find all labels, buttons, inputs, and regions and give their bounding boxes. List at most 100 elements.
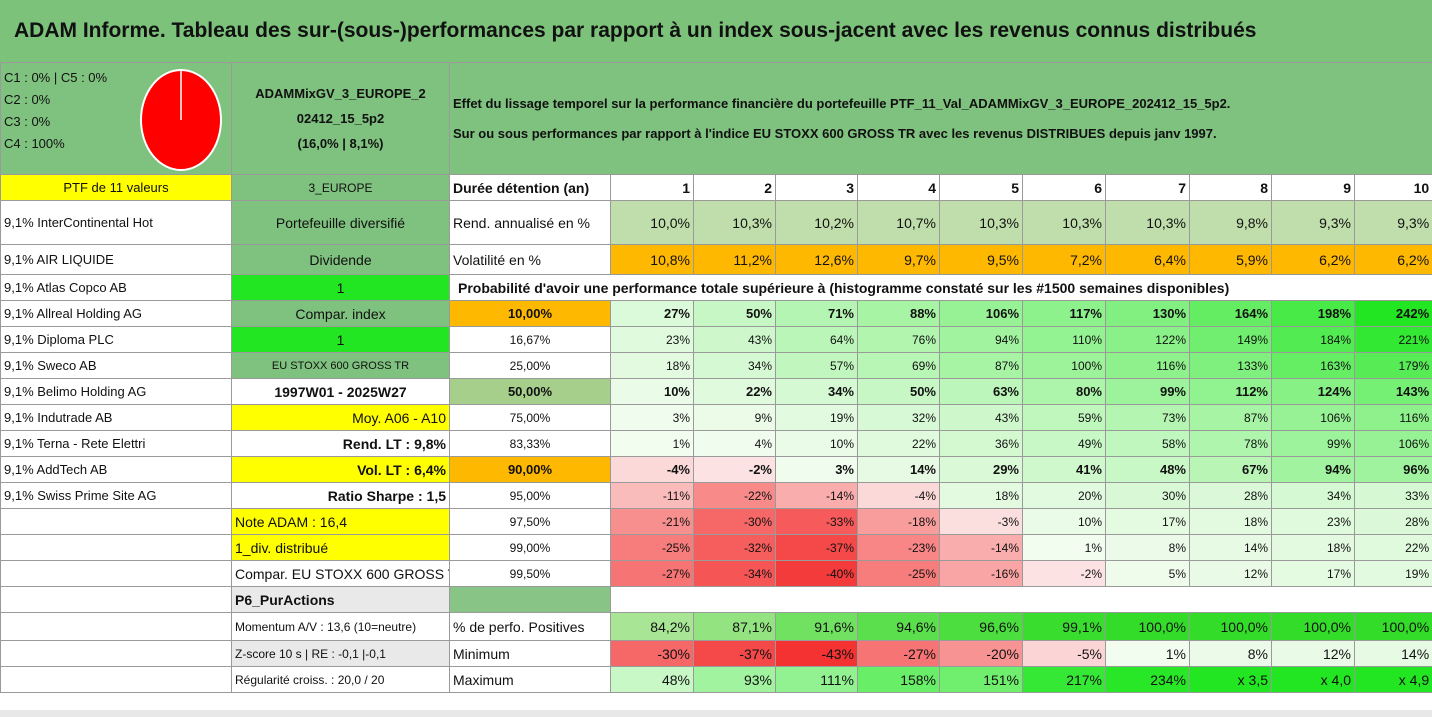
year-header-8: 8 (1189, 174, 1272, 201)
year-header-2: 2 (693, 174, 776, 201)
prob-value: 112% (1189, 378, 1272, 405)
positives-value: 100,0% (1353, 612, 1432, 641)
prob-value: -25% (610, 534, 694, 561)
prob-value: 19% (775, 404, 858, 431)
prob-value: 32% (857, 404, 940, 431)
prob-value: 14% (857, 456, 940, 483)
prob-value: 164% (1189, 300, 1272, 327)
ptf-count-cell: PTF de 11 valeurs (0, 174, 232, 201)
prob-row: 9,1% Allreal Holding AG Compar. index 10,0… (0, 300, 1432, 327)
prob-value: -40% (775, 560, 858, 587)
sheet-bottom-strip (0, 710, 1432, 717)
prob-value: -21% (610, 508, 694, 535)
vol-value: 6,2% (1353, 244, 1432, 275)
minimum-value: 14% (1353, 640, 1432, 667)
p6-green-cell (449, 586, 611, 613)
rend-row: 9,1% InterContinental Hot Portefeuille di… (0, 200, 1432, 245)
prob-value: -14% (775, 482, 858, 509)
empty-cell (0, 640, 232, 667)
duration-label: Durée détention (an) (449, 174, 611, 201)
year-header-10: 10 (1353, 174, 1432, 201)
prob-value: 22% (857, 430, 940, 457)
prob-value: 59% (1022, 404, 1106, 431)
prob-value: -23% (857, 534, 940, 561)
div-distribue-cell: 1_div. distribué (231, 534, 450, 561)
prob-value: 163% (1271, 352, 1355, 379)
period-cell: 1997W01 - 2025W27 (231, 378, 450, 405)
maximum-value: 151% (939, 666, 1023, 693)
class-line-3: C3 : 0% (4, 114, 51, 129)
prob-value: 10% (775, 430, 858, 457)
rend-value: 10,7% (857, 200, 940, 245)
prob-level: 75,00% (449, 404, 611, 431)
prob-value: 1% (610, 430, 694, 457)
vol-value: 5,9% (1189, 244, 1272, 275)
prob-value: 106% (939, 300, 1023, 327)
prob-value: -37% (775, 534, 858, 561)
vol-value: 10,8% (610, 244, 694, 275)
prob-value: 96% (1353, 456, 1432, 483)
prob-value: 87% (939, 352, 1023, 379)
prob-value: 9% (693, 404, 776, 431)
prob-row: Compar. EU STOXX 600 GROSS TR 99,50% -27% -… (0, 560, 1432, 587)
prob-value: 4% (693, 430, 776, 457)
minimum-value: 8% (1189, 640, 1272, 667)
prob-value: 33% (1353, 482, 1432, 509)
positives-value: 91,6% (775, 612, 858, 641)
positives-value: 87,1% (693, 612, 776, 641)
positives-row: Momentum A/V : 13,6 (10=neutre)% de perf… (0, 612, 1432, 641)
rend-value: 9,3% (1353, 200, 1432, 245)
holding-label: 9,1% Sweco AB (0, 352, 232, 379)
prob-value: 76% (857, 326, 940, 353)
year-header-4: 4 (857, 174, 940, 201)
holding-label: 9,1% Diploma PLC (0, 326, 232, 353)
prob-value: 14% (1189, 534, 1272, 561)
prob-value: 64% (775, 326, 858, 353)
year-header-7: 7 (1105, 174, 1190, 201)
vol-value: 12,6% (775, 244, 858, 275)
rend-label: Rend. annualisé en % (449, 200, 611, 245)
vol-value: 6,2% (1271, 244, 1355, 275)
prob-level: 99,50% (449, 560, 611, 587)
maximum-value: x 4,9 (1353, 666, 1432, 693)
maximum-row: Régularité croiss. : 20,0 / 20 Maximum 48%… (0, 666, 1432, 693)
prob-value: 87% (1189, 404, 1272, 431)
maximum-value: 217% (1022, 666, 1106, 693)
prob-value: 23% (610, 326, 694, 353)
prob-value: 117% (1022, 300, 1106, 327)
prob-row: 9,1% Diploma PLC 1 16,67% 23% 43% 64% 76% 94% 11… (0, 326, 1432, 353)
year-header-5: 5 (939, 174, 1023, 201)
prob-value: -22% (693, 482, 776, 509)
portfolio-name-cell: ADAMMixGV_3_EUROPE_2 02412_15_5p2 (16,0%… (231, 62, 450, 175)
prob-value: 19% (1353, 560, 1432, 587)
prob-header: Probabilité d'avoir une performance tota… (448, 274, 1432, 301)
prob-level: 10,00% (449, 300, 611, 327)
prob-row: 9,1% AddTech AB Vol. LT : 6,4% 90,00% -4% -2… (0, 456, 1432, 483)
maximum-value: 93% (693, 666, 776, 693)
vol-value: 9,5% (939, 244, 1023, 275)
prob-value: 50% (693, 300, 776, 327)
prob-value: 34% (693, 352, 776, 379)
rend-value: 10,3% (693, 200, 776, 245)
minimum-value: -20% (939, 640, 1023, 667)
prob-value: 71% (775, 300, 858, 327)
prob-value: 22% (693, 378, 776, 405)
sharpe-cell: Ratio Sharpe : 1,5 (231, 482, 450, 509)
description-cell: Effet du lissage temporel sur la perform… (448, 62, 1432, 175)
prob-value: 58% (1105, 430, 1190, 457)
prob-value: 94% (1271, 456, 1355, 483)
rend-value: 9,8% (1189, 200, 1272, 245)
prob-value: 18% (1271, 534, 1355, 561)
year-header-1: 1 (610, 174, 694, 201)
vol-value: 11,2% (693, 244, 776, 275)
rend-value: 10,3% (1105, 200, 1190, 245)
prob-value: 27% (610, 300, 694, 327)
prob-value: 99% (1271, 430, 1355, 457)
prob-value: -3% (939, 508, 1023, 535)
dividende-cell: Dividende (231, 244, 450, 275)
positives-value: 100,0% (1105, 612, 1190, 641)
holding-label: 9,1% Atlas Copco AB (0, 274, 232, 301)
year-header-9: 9 (1271, 174, 1355, 201)
portfolio-name-line2: 02412_15_5p2 (296, 111, 385, 126)
prob-value: 106% (1353, 430, 1432, 457)
